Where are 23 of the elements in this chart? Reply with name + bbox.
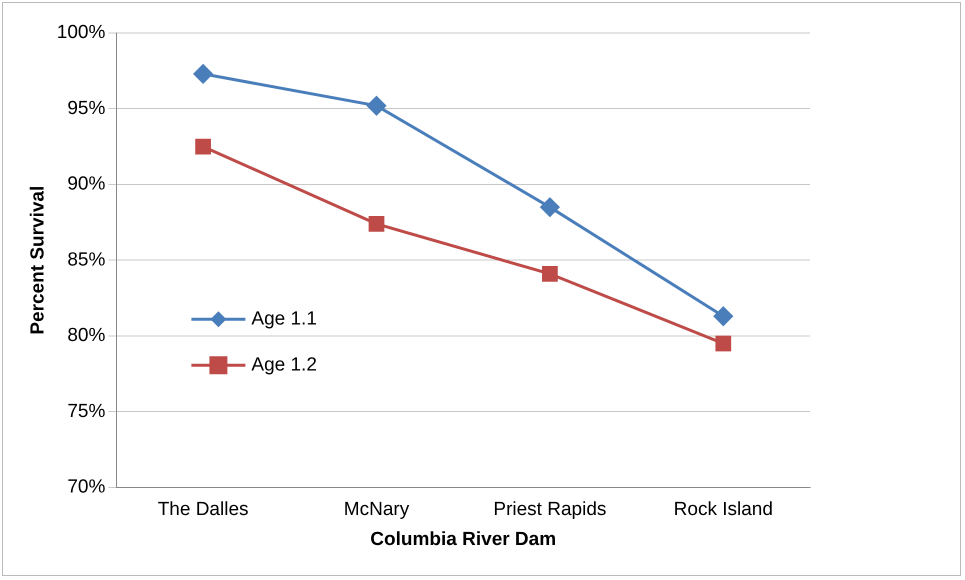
x-tick-label: Priest Rapids <box>493 499 606 520</box>
point <box>542 266 558 282</box>
y-tick-label: 90% <box>67 174 106 195</box>
point <box>368 216 384 232</box>
y-tick-label: 70% <box>67 476 106 498</box>
point <box>715 336 732 352</box>
legend-label: Age 1.2 <box>251 354 317 376</box>
x-tick-label: Rock Island <box>674 499 773 520</box>
point <box>195 138 211 154</box>
y-tick-label: 85% <box>67 249 106 270</box>
x-tick-label: The Dalles <box>158 499 249 520</box>
point <box>194 64 213 84</box>
y-tick-label: 100% <box>56 22 106 44</box>
y-tick-label: 95% <box>67 98 106 119</box>
x-tick-label: McNary <box>344 499 410 520</box>
point <box>540 198 560 217</box>
x-axis-title: Columbia River Dam <box>370 528 556 550</box>
y-axis-title: Percent Survival <box>28 186 49 335</box>
point <box>714 306 733 326</box>
y-tick-label: 75% <box>67 400 106 422</box>
y-tick-label: 80% <box>67 325 106 346</box>
legend-label: Age 1.1 <box>251 308 317 330</box>
point <box>366 96 386 116</box>
